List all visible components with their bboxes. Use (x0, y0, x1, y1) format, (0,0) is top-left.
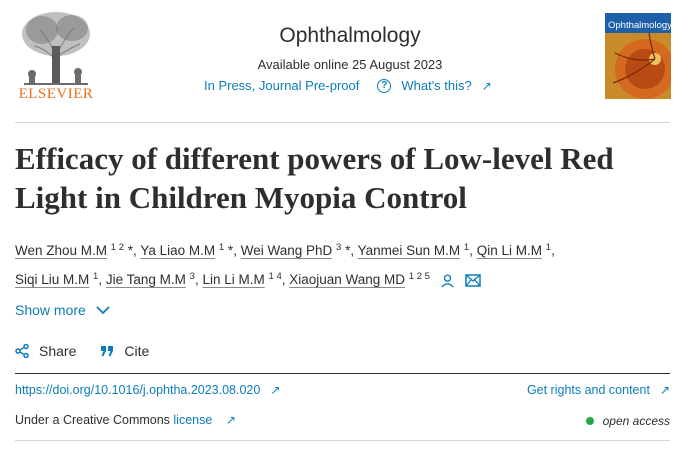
show-more-button[interactable]: Show more (15, 302, 110, 318)
author-link[interactable]: Wen Zhou M.M (15, 243, 108, 258)
author-affiliation[interactable]: 3 (336, 242, 342, 253)
email-icon[interactable] (464, 274, 481, 287)
author-list: Wen Zhou M.M 1 2 *, Ya Liao M.M 1 *, Wei… (15, 242, 555, 288)
person-icon[interactable] (440, 273, 455, 288)
elsevier-wordmark: ELSEVIER (18, 86, 94, 102)
doi-link[interactable]: https://doi.org/10.1016/j.ophtha.2023.08… (15, 383, 280, 397)
cover-title: Ophthalmology (608, 20, 671, 31)
rights-link[interactable]: Get rights and content ↗ (527, 383, 670, 397)
open-access-dot-icon (585, 417, 594, 425)
doi-text: https://doi.org/10.1016/j.ophtha.2023.08… (15, 383, 261, 397)
share-button[interactable]: Share (15, 343, 76, 359)
article-actions: Share Cite (15, 343, 173, 359)
journal-cover[interactable]: Ophthalmology (605, 13, 671, 99)
journal-status-row: In Press, Journal Pre-proof ? What's thi… (204, 78, 492, 93)
elsevier-logo[interactable]: ELSEVIER (14, 8, 98, 104)
author-affiliation[interactable]: 1 (463, 242, 470, 253)
external-link-icon: ↗ (270, 383, 281, 397)
author-link[interactable]: Jie Tang M.M (105, 272, 186, 287)
article-title: Efficacy of different powers of Low-leve… (15, 141, 614, 215)
author-link[interactable]: Siqi Liu M.M (15, 272, 90, 287)
license-prefix: Under a Creative Commons (15, 413, 174, 427)
share-icon (15, 344, 29, 358)
retina-cover-image: Ophthalmology (605, 13, 671, 99)
corresponding-mark: * (345, 243, 351, 258)
author-affiliation[interactable]: 1 2 (110, 242, 125, 253)
author-affiliation[interactable]: 1 (93, 271, 99, 282)
author-link[interactable]: Lin Li M.M (202, 272, 265, 287)
author-affiliation[interactable]: 1 4 (268, 271, 282, 282)
author-affiliation[interactable]: 3 (189, 271, 195, 282)
author-affiliation[interactable]: 1 (545, 242, 552, 253)
external-link-icon: ↗ (481, 78, 492, 93)
author-link[interactable]: Xiaojuan Wang MD (289, 272, 406, 287)
open-access-badge: open access (585, 414, 670, 428)
author-link[interactable]: Yanmei Sun M.M (357, 243, 461, 258)
in-press-link[interactable]: In Press, Journal Pre-proof (204, 78, 360, 93)
corresponding-mark: * (127, 243, 134, 258)
external-link-icon: ↗ (659, 383, 670, 397)
open-access-label: open access (602, 414, 670, 428)
external-link-icon: ↗ (225, 413, 236, 427)
show-more-label: Show more (15, 302, 86, 318)
rights-text: Get rights and content (526, 383, 650, 397)
author-link[interactable]: Ya Liao M.M (140, 243, 216, 258)
metadata-divider (15, 373, 670, 374)
cite-label: Cite (124, 343, 150, 359)
author-link[interactable]: Qin Li M.M (476, 243, 542, 258)
license-link[interactable]: license (173, 413, 213, 427)
author-affiliation[interactable]: 1 2 5 (408, 271, 430, 282)
help-icon[interactable]: ? (377, 78, 392, 93)
author-link[interactable]: Wei Wang PhD (240, 243, 333, 258)
journal-title[interactable]: Ophthalmology (279, 24, 421, 47)
cite-button[interactable]: Cite (100, 343, 149, 359)
corresponding-mark: * (227, 243, 234, 258)
elsevier-tree-icon (14, 8, 98, 86)
footer-divider (15, 440, 670, 441)
header-divider (15, 122, 670, 123)
share-label: Share (39, 343, 77, 359)
quote-icon (101, 346, 114, 356)
license-row: Under a Creative Commons license ↗ open … (15, 413, 670, 428)
chevron-down-icon (96, 305, 110, 314)
whats-this-link[interactable]: What's this? (401, 78, 472, 93)
available-online-date: Available online 25 August 2023 (257, 57, 443, 72)
author-affiliation[interactable]: 1 (218, 242, 225, 253)
